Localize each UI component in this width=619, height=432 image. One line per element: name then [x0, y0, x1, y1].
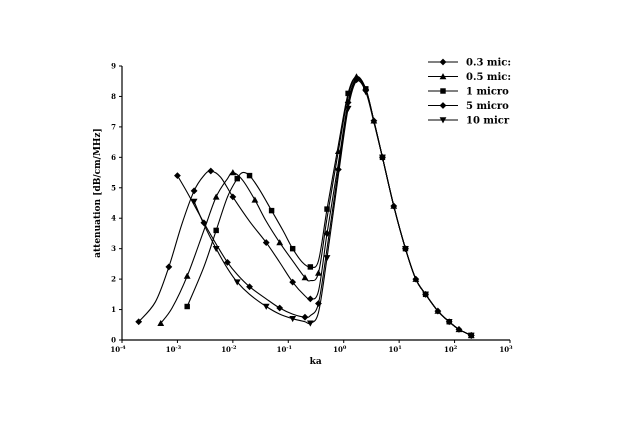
x-tick-label: 103 [499, 345, 513, 354]
y-tick-label: 1 [111, 305, 116, 314]
data-point [229, 169, 237, 176]
x-tick-label: 102 [444, 345, 458, 354]
data-point [207, 167, 215, 175]
data-point [379, 154, 386, 161]
series-layer [135, 73, 475, 339]
series-2 [157, 73, 475, 339]
x-axis-title: ka [310, 357, 322, 367]
legend-marker [439, 73, 447, 80]
data-point [135, 318, 143, 326]
data-point [213, 227, 219, 234]
series-1 [135, 77, 475, 339]
data-point [251, 196, 259, 203]
data-point [344, 105, 352, 113]
data-point [467, 332, 475, 339]
data-point [353, 76, 360, 84]
data-point [174, 172, 181, 179]
data-point [233, 279, 241, 286]
axes: 0 1 2 3 4 5 6 7 8 9 10-4 10-3 10-2 10-1 100 101 102 103 [110, 62, 513, 355]
data-point [445, 319, 453, 326]
y-tick-label: 0 [111, 336, 116, 345]
series-line-1 [138, 77, 472, 336]
y-tick-label: 2 [111, 275, 116, 284]
legend-label: 1 micro [466, 87, 509, 98]
data-point [345, 90, 351, 97]
legend-marker [439, 58, 447, 66]
data-point [262, 303, 270, 310]
data-point [402, 245, 409, 253]
data-point [246, 283, 253, 291]
legend-marker [440, 88, 446, 94]
data-point [306, 295, 314, 303]
data-point [200, 219, 208, 227]
series-line-5 [193, 80, 472, 336]
data-point [165, 263, 173, 271]
legend: 0.3 mic: 0.5 mic: 1 micro 5 micro 10 micr [428, 58, 511, 127]
data-point [289, 315, 297, 323]
data-point [262, 239, 270, 246]
legend-marker [439, 117, 447, 124]
series-5 [190, 80, 475, 339]
data-point [315, 269, 322, 276]
x-tick-label: 10-4 [110, 345, 126, 354]
x-tick-label: 10-3 [166, 345, 182, 354]
y-axis-title: attenuation [dB/cm/MHz] [93, 128, 103, 258]
y-tick-label: 9 [111, 62, 116, 71]
data-point [157, 319, 165, 326]
data-point [183, 272, 191, 279]
x-tick-label: 10-2 [221, 345, 237, 354]
data-point [307, 264, 314, 270]
data-point [229, 193, 237, 201]
series-3 [184, 76, 474, 339]
data-point [184, 303, 190, 310]
data-point [276, 304, 284, 312]
y-tick-label: 4 [111, 214, 116, 223]
y-tick-label: 3 [111, 244, 116, 253]
data-point [246, 172, 253, 179]
data-point [362, 89, 370, 96]
data-point [306, 320, 314, 327]
x-tick-label: 101 [389, 345, 402, 354]
legend-marker [439, 102, 447, 109]
y-tick-label: 5 [111, 183, 116, 192]
legend-label: 0.3 mic: [466, 58, 511, 69]
data-point [234, 175, 240, 182]
y-tick-label: 8 [111, 92, 116, 101]
x-tick-label: 10-1 [277, 345, 292, 354]
y-tick-label: 6 [111, 153, 116, 162]
data-point [301, 274, 309, 281]
data-point [190, 198, 198, 205]
data-point [289, 278, 297, 286]
data-point [301, 313, 309, 321]
x-tick-label: 100 [333, 345, 347, 354]
legend-label: 10 micr [466, 116, 510, 127]
data-point [289, 245, 296, 252]
data-point [324, 206, 330, 212]
data-point [323, 255, 331, 262]
data-point [212, 245, 220, 253]
y-tick-label: 7 [111, 122, 116, 131]
data-point [334, 166, 342, 173]
data-point [363, 86, 369, 92]
data-point [323, 230, 331, 237]
data-point [315, 300, 322, 307]
data-point [224, 258, 231, 266]
data-point [276, 239, 284, 246]
legend-label: 0.5 mic: [466, 72, 511, 83]
data-point [422, 291, 429, 298]
data-point [190, 187, 198, 195]
data-point [212, 193, 220, 200]
data-point [268, 207, 275, 214]
legend-label: 5 micro [466, 101, 509, 112]
